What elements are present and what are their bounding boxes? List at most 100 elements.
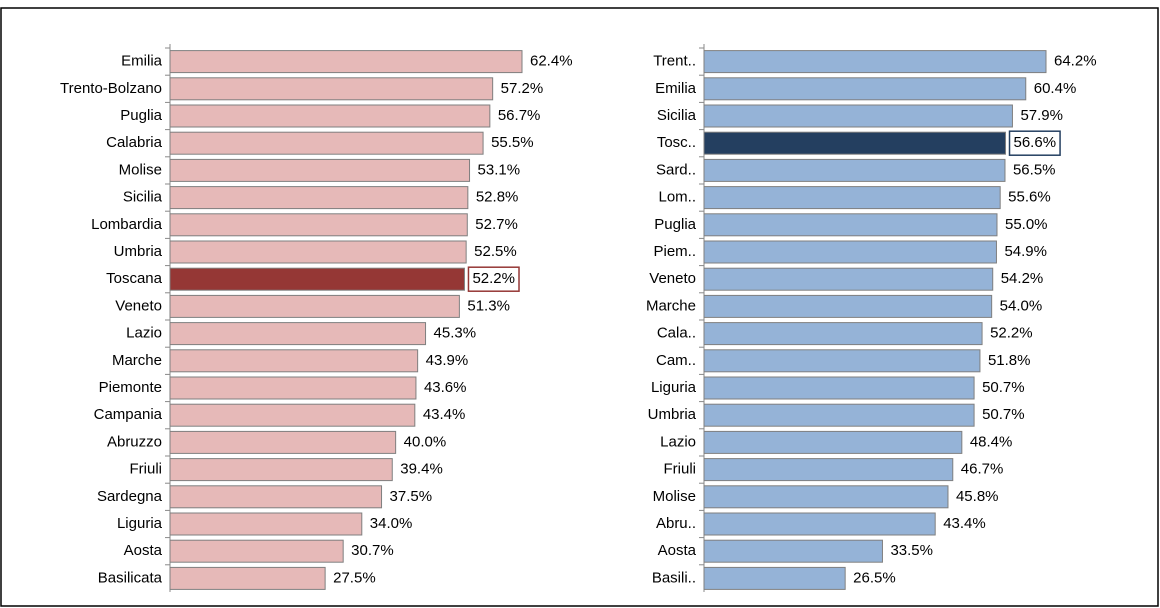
bar xyxy=(703,186,1001,210)
category-label: Marche xyxy=(646,297,696,314)
value-label: 54.2% xyxy=(1001,270,1044,287)
value-label: 52.5% xyxy=(474,243,517,260)
bar xyxy=(169,186,469,210)
value-label: 43.6% xyxy=(424,379,467,396)
category-label: Trent.. xyxy=(653,53,696,70)
bar xyxy=(169,512,363,536)
bar xyxy=(703,131,1007,155)
category-label: Basilicata xyxy=(98,569,163,586)
category-label: Emilia xyxy=(121,53,162,70)
category-label: Campania xyxy=(94,406,163,423)
bar xyxy=(703,376,975,400)
category-label: Liguria xyxy=(651,379,697,396)
value-label: 52.2% xyxy=(472,270,515,287)
category-label: Sardegna xyxy=(97,488,163,505)
value-label: 52.2% xyxy=(990,325,1033,342)
bar xyxy=(169,50,523,74)
bar xyxy=(703,485,949,509)
bar xyxy=(169,430,397,454)
category-label: Friuli xyxy=(664,461,697,478)
bar xyxy=(703,158,1006,182)
category-label: Friuli xyxy=(130,461,163,478)
category-label: Lazio xyxy=(126,325,162,342)
category-label: Umbria xyxy=(648,406,697,423)
bar xyxy=(169,566,326,590)
category-label: Sard.. xyxy=(656,161,696,178)
value-label: 27.5% xyxy=(333,569,376,586)
category-label: Aosta xyxy=(124,542,163,559)
value-label: 39.4% xyxy=(400,461,443,478)
value-label: 37.5% xyxy=(390,488,433,505)
bar xyxy=(169,322,427,346)
value-label: 60.4% xyxy=(1034,80,1077,97)
value-label: 40.0% xyxy=(404,433,447,450)
value-label: 52.7% xyxy=(475,216,518,233)
value-label: 33.5% xyxy=(890,542,933,559)
value-label: 52.8% xyxy=(476,189,519,206)
frame xyxy=(0,7,1159,607)
category-label: Molise xyxy=(653,488,696,505)
bar xyxy=(169,267,465,291)
value-label: 54.0% xyxy=(1000,297,1043,314)
category-label: Puglia xyxy=(654,216,696,233)
value-label: 55.5% xyxy=(491,134,534,151)
category-label: Toscana xyxy=(106,270,163,287)
category-label: Cala.. xyxy=(657,325,696,342)
value-label: 50.7% xyxy=(982,406,1025,423)
category-label: Lombardia xyxy=(91,216,163,233)
value-label: 53.1% xyxy=(478,161,521,178)
category-label: Veneto xyxy=(115,297,162,314)
bar xyxy=(703,566,846,590)
bar xyxy=(169,213,468,237)
value-label: 56.5% xyxy=(1013,161,1056,178)
bar xyxy=(703,512,936,536)
category-label: Marche xyxy=(112,352,162,369)
category-label: Sicilia xyxy=(657,107,697,124)
bar xyxy=(703,294,993,318)
bar xyxy=(703,104,1013,128)
value-label: 57.2% xyxy=(501,80,544,97)
category-label: Piemonte xyxy=(99,379,162,396)
category-label: Cam.. xyxy=(656,352,696,369)
category-label: Calabria xyxy=(106,134,163,151)
bar xyxy=(703,458,954,482)
value-label: 46.7% xyxy=(961,461,1004,478)
bar xyxy=(169,376,417,400)
value-label: 62.4% xyxy=(530,53,573,70)
value-label: 26.5% xyxy=(853,569,896,586)
value-label: 30.7% xyxy=(351,542,394,559)
bar xyxy=(169,349,419,373)
category-label: Trento-Bolzano xyxy=(60,80,162,97)
value-label: 57.9% xyxy=(1020,107,1063,124)
bar xyxy=(169,131,484,155)
bar xyxy=(703,240,997,264)
bar xyxy=(169,77,494,101)
category-label: Piem.. xyxy=(653,243,696,260)
value-label: 43.9% xyxy=(426,352,469,369)
value-label: 51.8% xyxy=(988,352,1031,369)
bar xyxy=(169,403,416,427)
bar xyxy=(703,430,963,454)
value-label: 48.4% xyxy=(970,433,1013,450)
value-label: 45.8% xyxy=(956,488,999,505)
bar xyxy=(703,213,998,237)
category-label: Umbria xyxy=(114,243,163,260)
value-label: 43.4% xyxy=(943,515,986,532)
category-label: Molise xyxy=(119,161,162,178)
bar xyxy=(703,77,1027,101)
value-label: 55.0% xyxy=(1005,216,1048,233)
bar xyxy=(169,294,460,318)
value-label: 64.2% xyxy=(1054,53,1097,70)
bar xyxy=(703,322,983,346)
category-label: Tosc.. xyxy=(657,134,696,151)
category-label: Puglia xyxy=(120,107,162,124)
value-label: 50.7% xyxy=(982,379,1025,396)
bar xyxy=(703,349,981,373)
category-label: Abru.. xyxy=(656,515,696,532)
value-label: 56.7% xyxy=(498,107,541,124)
category-label: Lazio xyxy=(660,433,696,450)
bar xyxy=(703,267,994,291)
value-label: 51.3% xyxy=(467,297,510,314)
value-label: 43.4% xyxy=(423,406,466,423)
